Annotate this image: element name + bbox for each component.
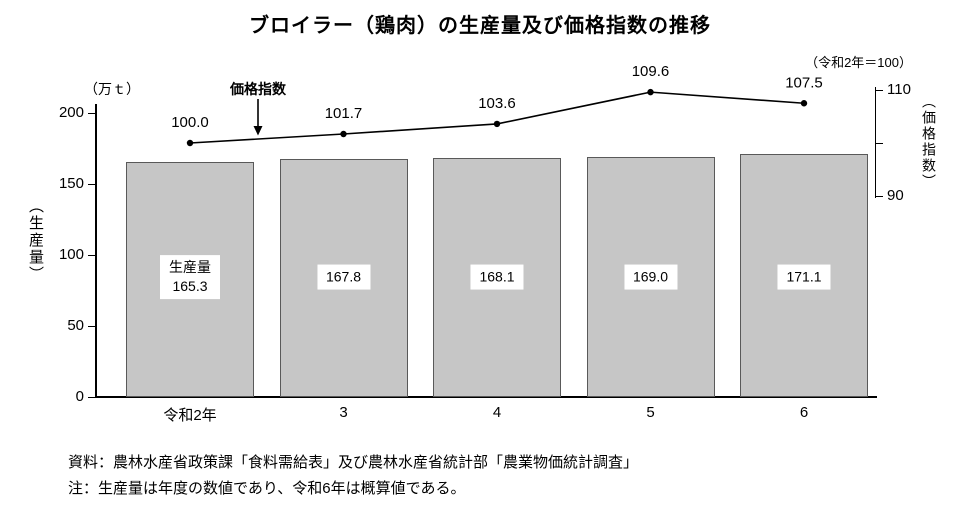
- right-axis-tick-mark: [875, 90, 883, 91]
- bar-value-label: 171.1: [777, 264, 831, 290]
- price-index-value-label: 101.7: [325, 105, 363, 122]
- left-axis-unit-label: （万ｔ）: [84, 81, 140, 97]
- price-index-value-label: 107.5: [785, 74, 823, 91]
- chart-title: ブロイラー（鶏肉）の生産量及び価格指数の推移: [249, 15, 711, 37]
- bar-value-label: 生産量 165.3: [160, 255, 220, 299]
- left-axis-tick-mark: [88, 184, 96, 185]
- price-index-value-label: 100.0: [171, 114, 209, 131]
- price-index-value-label: 109.6: [632, 63, 670, 80]
- price-index-annotation-label: 価格指数: [230, 81, 286, 97]
- bottom-axis-line: [95, 396, 877, 398]
- left-axis-tick-mark: [88, 326, 96, 327]
- x-axis-label: 5: [646, 404, 655, 421]
- right-axis-tick-label: 90: [887, 187, 904, 204]
- x-axis-label: 3: [339, 404, 348, 421]
- price-index-point: [493, 120, 501, 128]
- price-index-line: [189, 91, 805, 144]
- left-axis-tick-mark: [88, 113, 96, 114]
- left-axis-tick-mark: [88, 255, 96, 256]
- x-axis-label: 6: [799, 404, 809, 421]
- price-index-value-label: 103.6: [478, 95, 516, 112]
- right-axis-title: （価格指数）: [921, 94, 937, 190]
- annotation-arrowhead-icon: [253, 126, 263, 136]
- source-note: 資料：農林水産省政策課「食料需給表」及び農林水産省統計部「農業物価統計調査」: [68, 454, 639, 471]
- price-index-point: [800, 100, 808, 107]
- left-axis-tick-label: 100: [58, 246, 84, 263]
- bar-value-label: 167.8: [316, 264, 371, 290]
- bar-value-label: 169.0: [623, 264, 678, 290]
- price-index-point: [340, 130, 347, 138]
- left-axis-tick-label: 150: [58, 175, 84, 192]
- right-axis-tick-label: 110: [887, 81, 911, 98]
- left-axis-title: （生産量）: [27, 198, 44, 283]
- right-axis-tick-mark: [875, 196, 883, 197]
- right-axis-base-note: （令和2年＝100）: [805, 55, 912, 70]
- left-axis-tick-label: 200: [58, 104, 84, 121]
- left-axis-tick-label: 50: [67, 317, 84, 334]
- footnote: 注：生産量は年度の数値であり、令和6年は概算値である。: [68, 480, 466, 497]
- right-axis-tick-mark: [875, 143, 883, 144]
- left-axis-line: [95, 104, 97, 398]
- bar-value-label: 168.1: [470, 264, 524, 290]
- left-axis-tick-mark: [88, 397, 96, 398]
- x-axis-label: 令和2年: [163, 407, 217, 424]
- price-index-point: [186, 139, 194, 147]
- x-axis-label: 4: [492, 404, 502, 421]
- price-index-point: [647, 88, 654, 96]
- right-axis-line: [875, 87, 876, 198]
- left-axis-tick-label: 0: [75, 388, 84, 405]
